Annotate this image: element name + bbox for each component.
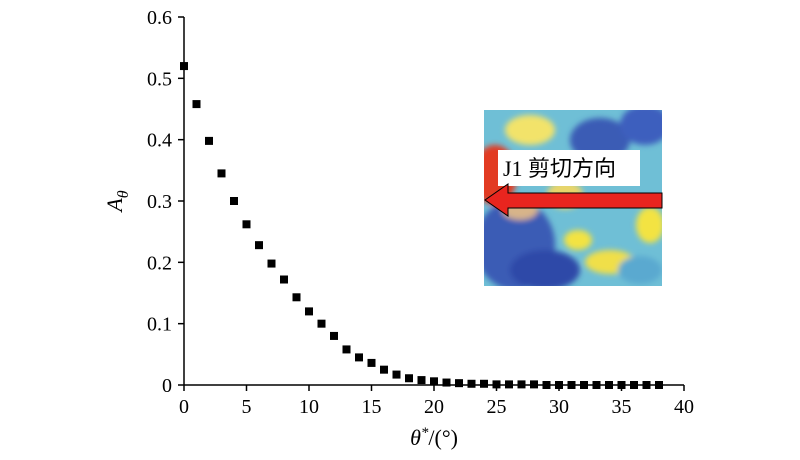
data-point [492, 380, 501, 389]
x-tick-label: 10 [299, 396, 319, 418]
data-point [367, 358, 376, 367]
x-ticks: 0 5 10 15 20 25 30 35 40 [179, 385, 694, 418]
data-points [180, 62, 663, 389]
data-point [305, 307, 313, 316]
data-point [192, 100, 201, 109]
x-tick-label: 20 [424, 396, 444, 418]
x-tick-label: 30 [549, 396, 569, 418]
x-tick-label: 40 [674, 396, 694, 418]
data-point [455, 379, 463, 388]
data-point [330, 331, 338, 340]
data-point [255, 241, 263, 250]
y-axis-title: Aθ [102, 190, 132, 213]
data-point [230, 197, 238, 205]
y-tick-label: 0.4 [147, 130, 172, 152]
x-tick-label: 35 [612, 396, 632, 418]
x-tick-label: 0 [179, 396, 189, 418]
data-point [642, 381, 651, 389]
inset-label-box [498, 150, 640, 186]
y-tick-label: 0.3 [147, 191, 172, 213]
data-point [392, 370, 401, 379]
data-point [405, 374, 413, 383]
y-tick-label: 0.2 [147, 252, 172, 274]
data-point [442, 378, 451, 387]
x-tick-label: 25 [487, 396, 507, 418]
shear-direction-arrow [484, 183, 663, 217]
data-point [467, 379, 476, 388]
data-point [180, 62, 188, 71]
data-point [517, 380, 526, 389]
y-tick-label: 0.5 [147, 68, 172, 90]
data-point [480, 379, 488, 388]
data-point [630, 381, 638, 389]
data-point [567, 381, 576, 389]
inset-image: J1 剪切方向 [484, 110, 663, 286]
data-point [267, 259, 276, 268]
data-point [542, 381, 551, 389]
data-point [417, 376, 426, 385]
data-point [380, 365, 388, 374]
data-point [580, 381, 588, 389]
data-point [217, 169, 226, 178]
inset-label: J1 剪切方向 [503, 156, 616, 181]
data-point [530, 380, 538, 389]
data-point [655, 381, 663, 389]
data-point [617, 381, 626, 389]
data-point [505, 380, 513, 389]
x-tick-label: 15 [362, 396, 382, 418]
x-tick-label: 5 [242, 396, 252, 418]
data-point [292, 293, 301, 302]
data-point [355, 353, 363, 362]
data-point [342, 345, 351, 354]
data-point [242, 220, 251, 229]
data-point [205, 136, 213, 145]
x-axis-title: θ*/(°) [410, 425, 458, 450]
data-point [430, 377, 438, 386]
data-point [592, 381, 601, 389]
data-point [280, 275, 288, 284]
y-tick-label: 0.6 [147, 7, 172, 29]
data-point [605, 381, 613, 389]
y-tick-label: 0 [162, 375, 172, 397]
y-ticks: 0 0.1 0.2 0.3 0.4 0.5 0.6 [147, 7, 184, 397]
y-tick-label: 0.1 [147, 314, 172, 336]
data-point [317, 319, 326, 328]
data-point [555, 381, 563, 389]
